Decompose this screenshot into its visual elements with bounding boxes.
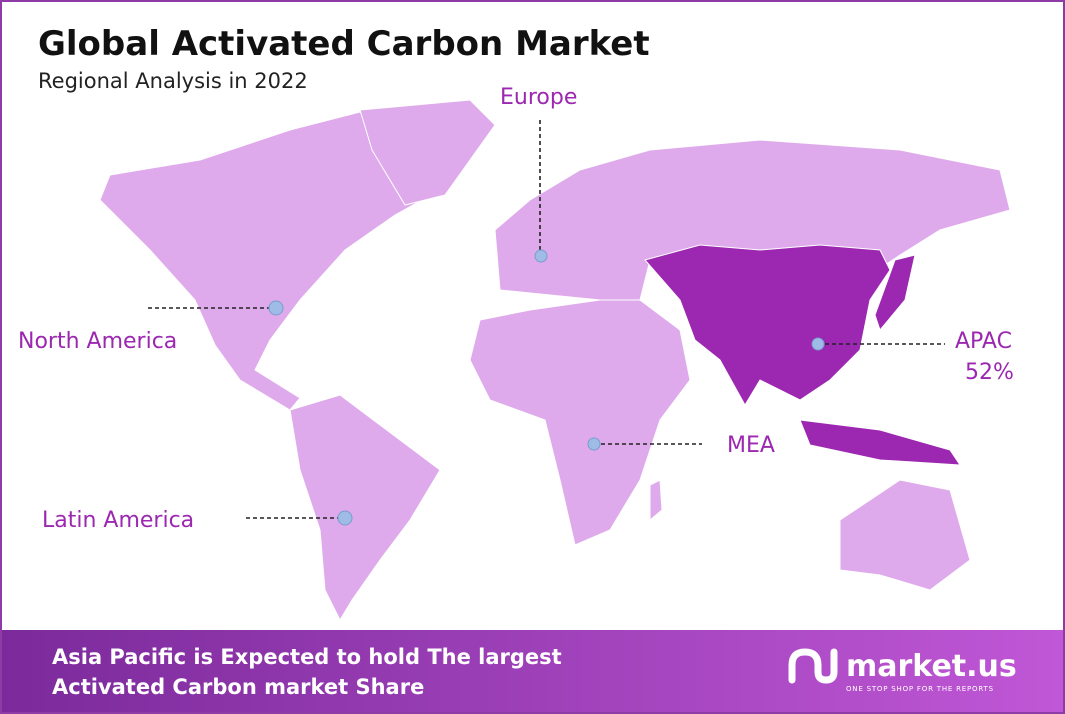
brand: market.us: [846, 649, 1017, 684]
footer-band: [2, 630, 1063, 712]
footer-text: Activated Carbon market Share: [52, 675, 424, 699]
region-label: APAC: [955, 329, 1012, 354]
region-label: Latin America: [42, 508, 194, 533]
footer-text: Asia Pacific is Expected to hold The lar…: [52, 645, 562, 669]
marker: [534, 249, 548, 263]
region-share: 52%: [965, 360, 1014, 385]
region-label: MEA: [727, 433, 775, 458]
marker: [337, 510, 353, 526]
tagline: ONE STOP SHOP FOR THE REPORTS: [846, 685, 994, 693]
title: Global Activated Carbon Market: [38, 24, 650, 64]
logo: market.us ONE STOP SHOP FOR THE REPORTS: [788, 648, 1017, 693]
subtitle: Regional Analysis in 2022: [38, 69, 308, 93]
marker: [268, 300, 284, 316]
region-label: North America: [18, 329, 177, 354]
marker: [811, 337, 825, 351]
region-label: Europe: [500, 85, 577, 110]
world-map: [99, 99, 1011, 622]
marker: [587, 437, 601, 451]
